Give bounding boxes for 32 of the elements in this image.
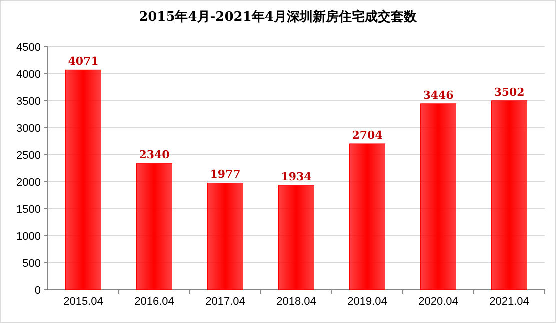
y-tick-label: 4000 xyxy=(16,69,41,81)
y-tick-label: 3500 xyxy=(16,96,41,108)
x-tick-label: 2019.04 xyxy=(348,296,388,308)
data-label: 2340 xyxy=(139,148,170,162)
x-tick-label: 2017.04 xyxy=(206,296,246,308)
y-tick-label: 2500 xyxy=(16,150,41,162)
bar xyxy=(420,104,456,290)
bar xyxy=(66,70,102,290)
y-tick-label: 500 xyxy=(22,258,41,270)
bar xyxy=(278,185,314,290)
x-tick-label: 2018.04 xyxy=(276,296,316,308)
data-label: 2704 xyxy=(352,128,384,142)
y-tick-label: 4500 xyxy=(16,42,41,54)
chart-title: 2015年4月-2021年4月深圳新房住宅成交套数 xyxy=(139,9,418,25)
y-tick-label: 2000 xyxy=(16,177,41,189)
x-tick-label: 2015.04 xyxy=(64,296,104,308)
x-tick-label: 2016.04 xyxy=(134,296,174,308)
bar xyxy=(208,182,244,290)
bar xyxy=(350,144,386,290)
data-label: 1977 xyxy=(210,168,241,182)
y-tick-label: 3000 xyxy=(16,123,41,135)
x-tick-label: 2020.04 xyxy=(418,296,458,308)
x-tick-label: 2021.04 xyxy=(490,296,530,308)
data-label: 3502 xyxy=(494,86,525,99)
y-tick-label: 1000 xyxy=(16,231,41,243)
y-tick-label: 1500 xyxy=(16,204,41,216)
data-label: 1934 xyxy=(281,170,312,184)
data-label: 4071 xyxy=(68,55,99,68)
bar xyxy=(492,100,528,290)
data-label: 3446 xyxy=(423,88,454,102)
y-tick-label: 0 xyxy=(34,285,41,297)
bar xyxy=(136,163,172,290)
